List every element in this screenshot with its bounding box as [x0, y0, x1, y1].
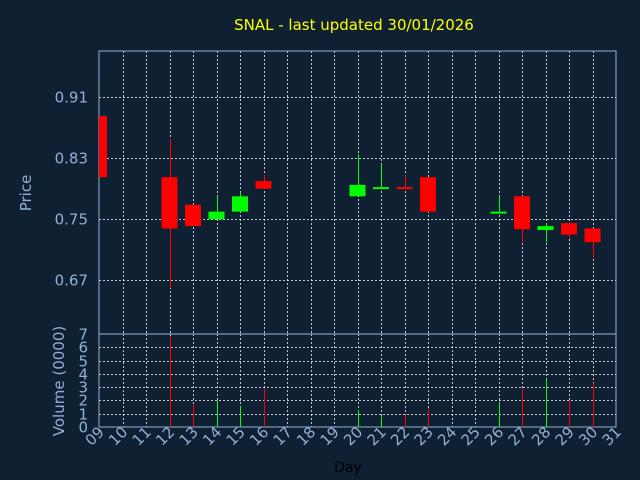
candle-body	[161, 177, 178, 229]
candle	[232, 192, 248, 212]
x-axis-label: Day	[334, 460, 362, 476]
candle-body	[349, 184, 366, 197]
candle	[561, 223, 577, 239]
candle	[584, 228, 601, 258]
candle	[420, 177, 436, 212]
price-tick-label: 0.83	[55, 150, 88, 168]
price-tick-label: 0.67	[55, 272, 88, 290]
volume-grid	[99, 334, 616, 427]
volume-tick-label: 0	[78, 419, 88, 437]
candle	[349, 154, 366, 197]
price-tick-labels: 0.91 0.83 0.75 0.67	[55, 89, 88, 290]
candle-body	[373, 187, 389, 190]
price-tick-label: 0.91	[55, 89, 88, 107]
price-axis-label: Price	[17, 175, 35, 212]
candle-body	[232, 196, 248, 212]
candle	[161, 138, 178, 289]
volume-tick-label: 1	[78, 406, 88, 424]
volume-tick-label: 6	[78, 339, 88, 357]
candle	[185, 204, 201, 227]
volume-tick-label: 2	[78, 392, 88, 410]
candles	[99, 116, 601, 289]
volume-tick-label: 4	[78, 366, 88, 384]
volume-tick-label: 5	[78, 353, 88, 371]
volume-tick-label: 7	[78, 326, 88, 344]
candle-body	[490, 211, 507, 214]
candle-body	[561, 223, 577, 235]
candle-body	[255, 181, 272, 189]
chart-title: SNAL - last updated 30/01/2026	[234, 16, 474, 34]
candle-body	[185, 204, 201, 227]
candle	[490, 196, 507, 214]
candle-body	[396, 187, 413, 190]
candle-body	[208, 211, 225, 220]
candle	[208, 196, 225, 220]
candle-body	[537, 226, 554, 230]
volume-plot-frame	[98, 333, 617, 428]
volume-bars	[170, 336, 594, 427]
volume-axis-label: Volume (0000)	[50, 326, 68, 436]
candle	[537, 223, 554, 243]
candle	[396, 174, 413, 190]
candle	[373, 164, 389, 190]
candle	[255, 174, 272, 189]
x-tick-labels: 0910111213141516171819202122232425262728…	[82, 423, 625, 449]
candle-body	[514, 196, 530, 230]
candle-body	[99, 116, 107, 178]
candle-body	[584, 228, 601, 243]
candle-body	[420, 177, 436, 212]
volume-tick-label: 3	[78, 379, 88, 397]
candle	[514, 196, 530, 243]
candle	[99, 116, 107, 178]
price-tick-label: 0.75	[55, 211, 88, 229]
